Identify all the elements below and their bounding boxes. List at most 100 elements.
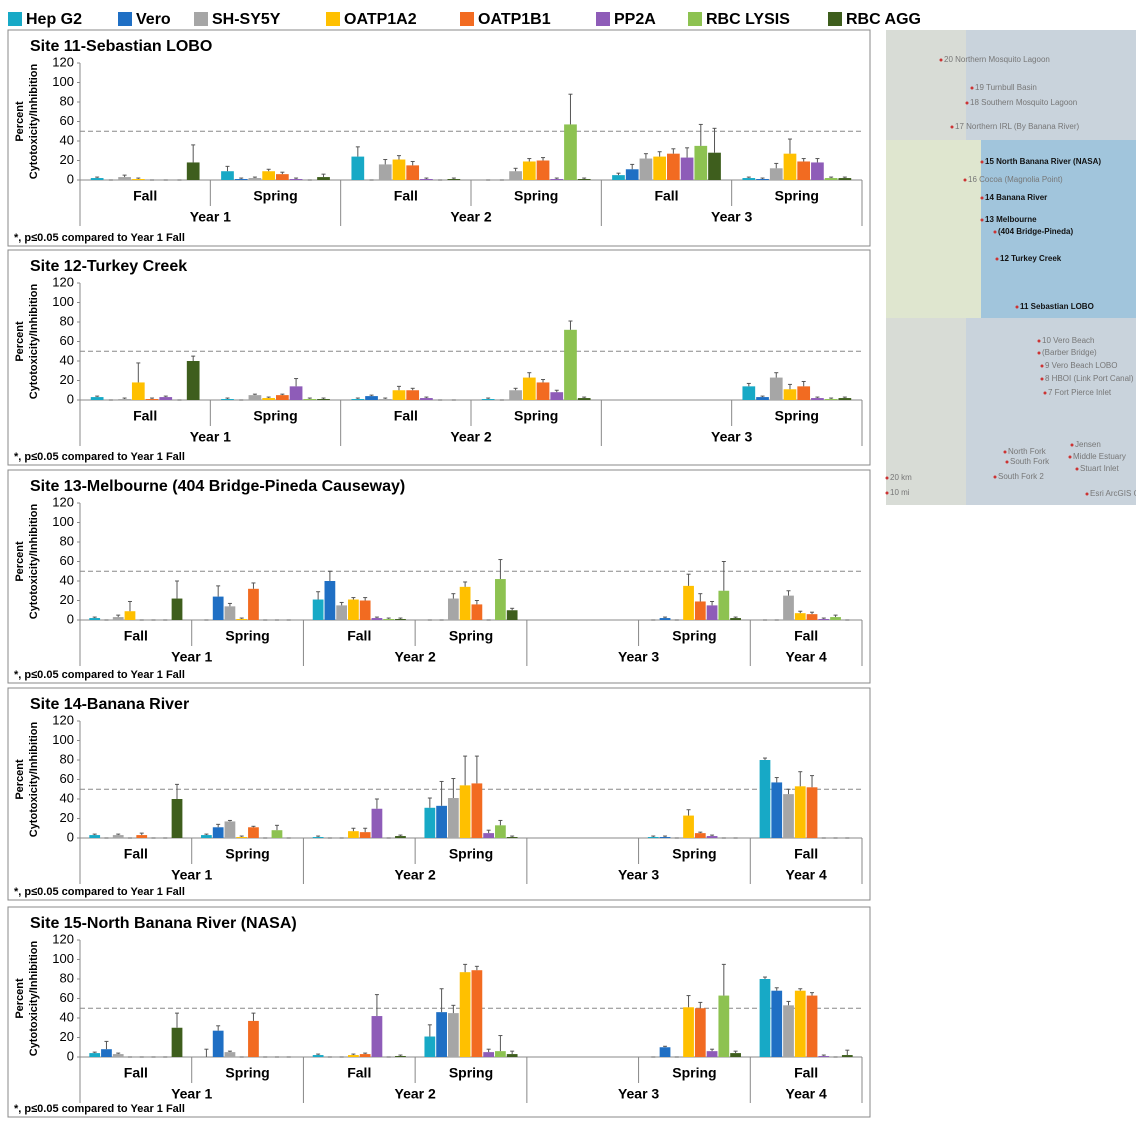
y-tick-label: 40 (60, 1009, 74, 1024)
error-bar (216, 586, 220, 597)
error-bar (713, 128, 717, 152)
error-bar (843, 397, 847, 398)
error-bar (116, 834, 120, 835)
map-marker (886, 477, 889, 480)
bar (313, 1055, 324, 1057)
error-bar (687, 574, 691, 586)
bar (807, 614, 818, 620)
legend-label: RBC AGG (846, 11, 921, 28)
y-tick-label: 100 (52, 951, 74, 966)
legend-label: OATP1A2 (344, 11, 417, 28)
bar (348, 831, 359, 838)
error-bar (788, 139, 792, 154)
error-bar (527, 159, 531, 162)
panel-title: Site 12-Turkey Creek (30, 258, 187, 275)
bar (509, 171, 522, 180)
error-bar (228, 820, 232, 821)
year-label: Year 2 (450, 209, 491, 225)
bar (262, 171, 275, 180)
bar (495, 1051, 506, 1057)
error-bar (788, 384, 792, 389)
y-tick-label: 20 (60, 592, 74, 607)
error-bar (322, 174, 326, 177)
error-bar (487, 830, 491, 833)
bar (348, 1055, 359, 1057)
bar (249, 178, 262, 180)
bar (460, 587, 471, 620)
error-bar (225, 398, 229, 399)
x-tick-label: Fall (654, 188, 678, 204)
bar (424, 1037, 435, 1057)
error-bar (787, 1001, 791, 1005)
map-label: 14 Banana River (985, 193, 1047, 202)
y-tick-label: 60 (60, 553, 74, 568)
bar (742, 386, 755, 400)
x-tick-label: Spring (449, 1065, 493, 1081)
x-tick-label: Fall (133, 408, 157, 424)
bar (448, 798, 459, 838)
legend-swatch (8, 12, 22, 26)
error-bar (774, 373, 778, 378)
bar (187, 162, 200, 180)
error-bar (411, 161, 415, 165)
error-bar (175, 581, 179, 599)
bar (101, 1049, 112, 1057)
error-bar (541, 380, 545, 383)
bar (660, 618, 671, 620)
error-bar (498, 820, 502, 825)
error-bar (251, 826, 255, 827)
bar (360, 1054, 371, 1057)
bar (742, 178, 755, 180)
error-bar (761, 396, 765, 397)
x-tick-label: Spring (225, 846, 269, 862)
error-bar (216, 824, 220, 827)
year-label: Year 4 (786, 1086, 827, 1102)
bar (213, 597, 224, 620)
error-bar (810, 776, 814, 788)
x-tick-label: Spring (514, 188, 558, 204)
x-tick-label: Spring (775, 188, 819, 204)
bar (420, 179, 433, 180)
footnote: *, p≤0.05 compared to Year 1 Fall (14, 451, 185, 463)
year-label: Year 2 (395, 1086, 436, 1102)
y-tick-label: 80 (60, 533, 74, 548)
x-tick-label: Fall (124, 1065, 148, 1081)
error-bar (123, 398, 127, 399)
bar (303, 399, 316, 400)
legend-label: SH-SY5Y (212, 11, 281, 28)
map-marker (1076, 468, 1079, 471)
x-tick-label: Fall (794, 1065, 818, 1081)
x-tick-label: Spring (253, 408, 297, 424)
error-bar (722, 562, 726, 591)
map-label: 20 Northern Mosquito Lagoon (944, 55, 1050, 64)
error-bar (463, 582, 467, 587)
error-bar (136, 363, 140, 383)
error-bar (398, 1055, 402, 1056)
y-tick-label: 80 (60, 313, 74, 328)
y-axis-label: Percent (14, 759, 26, 800)
bar (564, 330, 577, 400)
y-tick-label: 60 (60, 113, 74, 128)
x-tick-label: Fall (347, 628, 371, 644)
error-bar (316, 836, 320, 837)
error-bar (397, 156, 401, 160)
bar (797, 161, 810, 180)
bar (406, 165, 419, 180)
error-bar (251, 1013, 255, 1021)
map-label: 19 Turnbull Basin (975, 83, 1037, 92)
bar (523, 161, 536, 180)
y-tick-label: 20 (60, 372, 74, 387)
x-tick-label: Fall (794, 846, 818, 862)
x-tick-label: Fall (347, 1065, 371, 1081)
bar (313, 837, 324, 838)
error-bar (822, 618, 826, 619)
y-tick-label: 60 (60, 333, 74, 348)
bar (507, 837, 518, 838)
error-bar (687, 810, 691, 816)
footnote: *, p≤0.05 compared to Year 1 Fall (14, 232, 185, 244)
error-bar (93, 617, 97, 618)
error-bar (351, 828, 355, 831)
bar (372, 809, 383, 838)
error-bar (375, 799, 379, 809)
legend-swatch (460, 12, 474, 26)
